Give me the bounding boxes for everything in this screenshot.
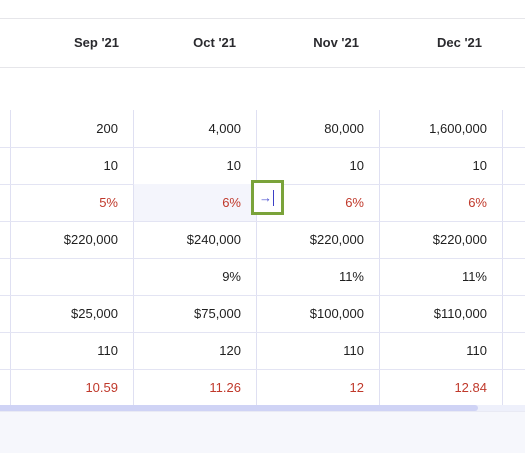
grid-cell[interactable]: $110,000 (433, 306, 487, 321)
table-row: 9% 11% 11% (0, 258, 525, 296)
footer-bar (0, 411, 525, 453)
grid-cell[interactable]: 1,600,000 (429, 121, 487, 136)
text-caret (273, 190, 274, 206)
grid-cell[interactable]: 12.84 (454, 380, 487, 395)
data-grid: 200 4,000 80,000 1,600,000 10 10 10 10 5… (0, 110, 525, 405)
scrollbar-thumb[interactable] (0, 405, 478, 411)
grid-cell[interactable] (10, 258, 118, 295)
grid-cell[interactable]: 200 (96, 121, 118, 136)
grid-cell[interactable]: $240,000 (186, 232, 241, 247)
grid-cell[interactable]: 110 (466, 343, 487, 358)
column-divider (256, 110, 257, 405)
table-row: 110 120 110 110 (0, 332, 525, 370)
column-divider (10, 110, 11, 405)
column-header-sep-21[interactable]: Sep '21 (73, 35, 119, 50)
column-divider (133, 110, 134, 405)
grid-cell[interactable]: 110 (97, 343, 118, 358)
grid-cell[interactable]: 80,000 (324, 121, 364, 136)
horizontal-scrollbar[interactable] (0, 405, 525, 411)
grid-cell[interactable]: 10 (349, 158, 364, 173)
column-header-row: Sep '21 Oct '21 Nov '21 Dec '21 (0, 19, 525, 68)
table-row: $220,000 $240,000 $220,000 $220,000 (0, 221, 525, 259)
grid-cell[interactable]: $220,000 (309, 232, 364, 247)
grid-cell[interactable]: 110 (343, 343, 364, 358)
grid-cell[interactable]: 10 (103, 158, 118, 173)
grid-cell[interactable]: 5% (99, 195, 118, 210)
table-row: $25,000 $75,000 $100,000 $110,000 (0, 295, 525, 333)
column-divider (502, 110, 503, 405)
grid-cell[interactable]: $220,000 (432, 232, 487, 247)
grid-cell[interactable]: 6% (345, 195, 364, 210)
top-divider (0, 18, 525, 19)
grid-cell[interactable]: $220,000 (63, 232, 118, 247)
grid-cell[interactable]: 11% (461, 269, 487, 284)
grid-cell[interactable]: 10 (472, 158, 487, 173)
grid-cell-selected[interactable]: 6% (134, 184, 256, 221)
column-divider (379, 110, 380, 405)
grid-cell[interactable]: 10.59 (85, 380, 118, 395)
column-header-nov-21[interactable]: Nov '21 (313, 35, 359, 50)
arrow-right-icon: → (259, 190, 272, 205)
grid-cell[interactable]: 120 (219, 343, 241, 358)
column-header-oct-21[interactable]: Oct '21 (193, 35, 236, 50)
grid-cell[interactable]: 6% (468, 195, 487, 210)
grid-cell[interactable]: 10 (226, 158, 241, 173)
grid-cell[interactable]: 12 (349, 380, 364, 395)
table-row: 10.59 11.26 12 12.84 (0, 369, 525, 406)
grid-cell[interactable]: $100,000 (309, 306, 364, 321)
table-row: 5% 6% 6% 6% (0, 184, 525, 222)
column-header-dec-21[interactable]: Dec '21 (436, 35, 482, 50)
grid-cell[interactable]: 11.26 (209, 380, 241, 395)
grid-cell[interactable]: 9% (222, 269, 241, 284)
grid-cell[interactable]: 11% (338, 269, 364, 284)
active-cell-editor[interactable]: → (251, 180, 284, 215)
grid-cell[interactable]: 4,000 (208, 121, 241, 136)
grid-cell[interactable]: $25,000 (71, 306, 118, 321)
table-row: 200 4,000 80,000 1,600,000 (0, 110, 525, 148)
grid-cell[interactable]: $75,000 (194, 306, 241, 321)
